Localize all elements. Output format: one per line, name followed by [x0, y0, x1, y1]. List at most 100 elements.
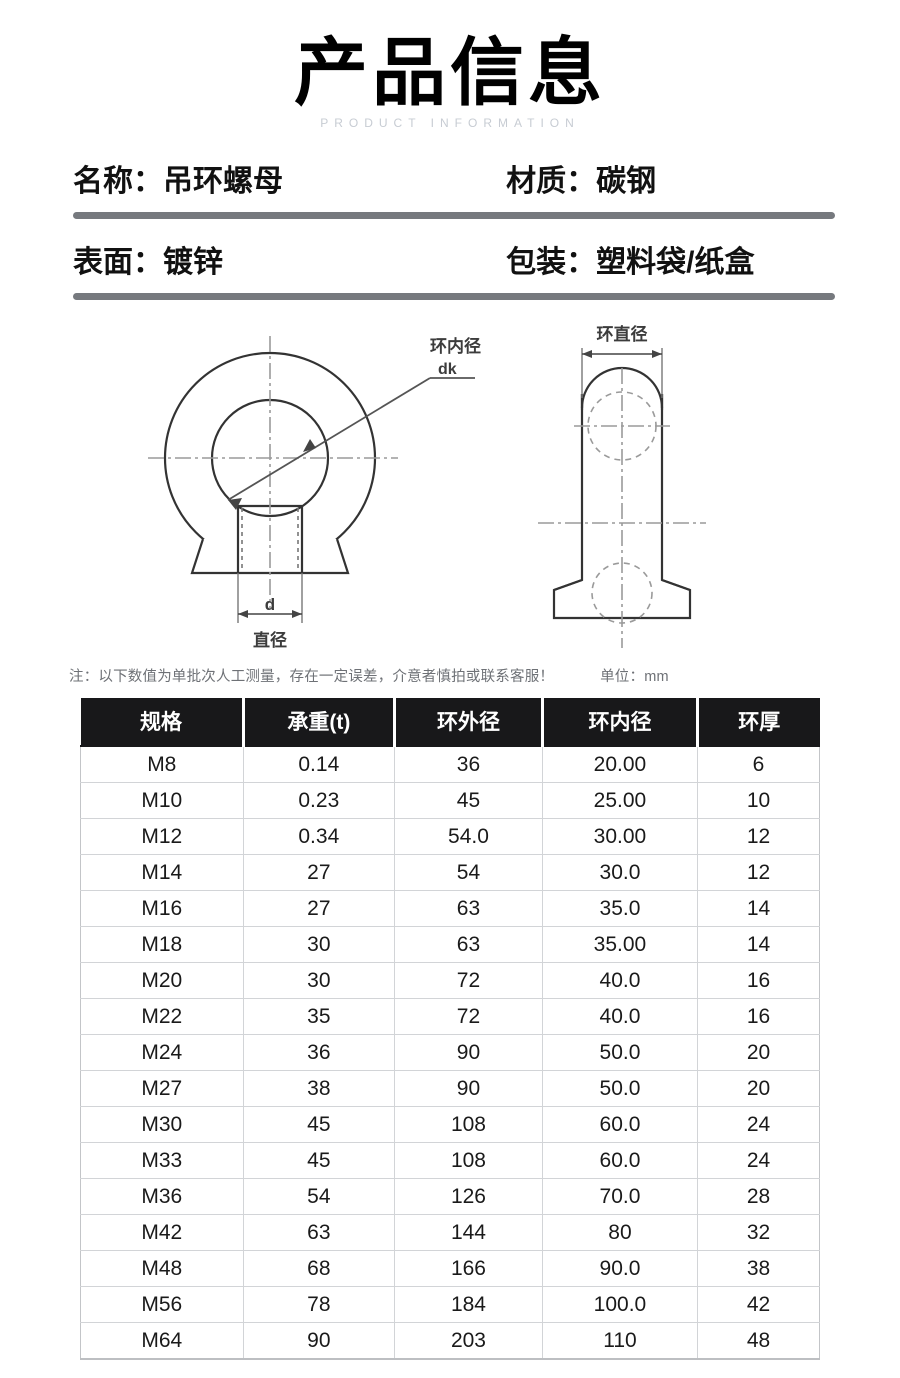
cell-ring-thick: 16: [697, 962, 820, 999]
cell-inner-diam: 90.0: [541, 1250, 699, 1287]
cell-ring-thick: 48: [697, 1322, 820, 1360]
d-symbol: d: [265, 595, 275, 614]
cell-outer-diam: 203: [394, 1322, 543, 1360]
cell-spec: M48: [80, 1250, 244, 1287]
cell-inner-diam: 110: [541, 1322, 699, 1360]
cell-ring-thick: 20: [697, 1034, 820, 1071]
cell-load: 90: [242, 1322, 396, 1360]
table-row: M10 0.23 45 25.00 10: [80, 782, 820, 819]
table-row: M22 35 72 40.0 16: [80, 998, 820, 1035]
cell-load: 30: [242, 926, 396, 963]
table-row: M12 0.34 54.0 30.00 12: [80, 818, 820, 855]
cell-inner-diam: 30.00: [541, 818, 699, 855]
cell-outer-diam: 166: [394, 1250, 543, 1287]
front-view-group: [163, 351, 377, 575]
table-body: M8 0.14 36 20.00 6 M10 0.23 45 25.00 10 M12 0.34 54.…: [80, 745, 820, 1360]
cell-outer-diam: 90: [394, 1034, 543, 1071]
cell-ring-thick: 14: [697, 926, 820, 963]
cell-ring-thick: 24: [697, 1142, 820, 1179]
measurement-note-row: 注：以下数值为单批次人工测量，存在一定误差，介意者慎拍或联系客服！ 单位：mm: [69, 665, 831, 686]
technical-diagram: 环内径 dk d 直径: [0, 318, 900, 663]
eye-nut-drawing-svg: 环内径 dk d 直径: [148, 324, 706, 650]
table-row: M18 30 63 35.00 14: [80, 926, 820, 963]
cell-inner-diam: 25.00: [541, 782, 699, 819]
cell-inner-diam: 35.00: [541, 926, 699, 963]
dk-arrow-head-inner: [228, 498, 242, 510]
base-taper-left: [553, 578, 583, 592]
cell-outer-diam: 54.0: [394, 818, 543, 855]
cell-spec: M24: [80, 1034, 244, 1071]
info-name: 名称：吊环螺母: [73, 165, 283, 198]
table-row: M27 38 90 50.0 20: [80, 1070, 820, 1107]
cell-inner-diam: 100.0: [541, 1286, 699, 1323]
measurement-note: 注：以下数值为单批次人工测量，存在一定误差，介意者慎拍或联系客服！: [69, 669, 555, 685]
cell-outer-diam: 144: [394, 1214, 543, 1251]
cell-outer-diam: 45: [394, 782, 543, 819]
dk-arrow-head-outer: [303, 439, 316, 452]
cell-outer-diam: 108: [394, 1142, 543, 1179]
ring-diameter-dimension: [581, 348, 663, 398]
table-row: M30 45 108 60.0 24: [80, 1106, 820, 1143]
cell-outer-diam: 54: [394, 854, 543, 891]
spec-table-container: 规格 承重(t) 环外径 环内径 环厚 M8 0.14 36 20.00 6 M10 0.2…: [80, 698, 820, 1360]
cell-spec: M10: [80, 782, 244, 819]
cell-spec: M22: [80, 998, 244, 1035]
cell-spec: M12: [80, 818, 244, 855]
table-row: M33 45 108 60.0 24: [80, 1142, 820, 1179]
info-row-2: 表面：镀锌 包装：塑料袋/纸盒: [55, 237, 845, 281]
cell-spec: M64: [80, 1322, 244, 1360]
cell-outer-diam: 36: [394, 745, 543, 783]
cell-load: 27: [242, 890, 396, 927]
dk-leader-line: [227, 377, 431, 501]
cell-load: 54: [242, 1178, 396, 1215]
front-view-centerlines: [148, 336, 398, 608]
inner-diameter-label: 环内径: [430, 336, 481, 356]
info-material: 材质：碳钢: [506, 165, 657, 198]
page-title: 产品信息: [294, 31, 606, 114]
cell-load: 30: [242, 962, 396, 999]
header-spec: 规格: [80, 698, 245, 747]
cell-inner-diam: 50.0: [541, 1034, 699, 1071]
cell-spec: M20: [80, 962, 244, 999]
cell-spec: M27: [80, 1070, 244, 1107]
cell-outer-diam: 63: [394, 890, 543, 927]
cell-spec: M30: [80, 1106, 244, 1143]
cell-load: 68: [242, 1250, 396, 1287]
cell-load: 0.14: [242, 745, 396, 783]
base-taper-right: [661, 578, 691, 592]
cell-inner-diam: 70.0: [541, 1178, 699, 1215]
page-header: 产品信息 PRODUCT INFORMATION: [0, 0, 900, 131]
cell-inner-diam: 50.0: [541, 1070, 699, 1107]
cell-ring-thick: 12: [697, 854, 820, 891]
header-load: 承重(t): [243, 698, 397, 747]
cell-load: 63: [242, 1214, 396, 1251]
specification-table: 规格 承重(t) 环外径 环内径 环厚 M8 0.14 36 20.00 6 M10 0.2…: [80, 698, 820, 1360]
table-header-row: 规格 承重(t) 环外径 环内径 环厚: [80, 698, 820, 747]
cell-ring-thick: 16: [697, 998, 820, 1035]
cell-ring-thick: 14: [697, 890, 820, 927]
cell-ring-thick: 28: [697, 1178, 820, 1215]
cell-outer-diam: 184: [394, 1286, 543, 1323]
cell-spec: M14: [80, 854, 244, 891]
cell-inner-diam: 60.0: [541, 1106, 699, 1143]
cell-outer-diam: 72: [394, 998, 543, 1035]
inner-diameter-callout: [227, 377, 475, 510]
ring-diameter-label: 环直径: [597, 324, 648, 344]
ring-dim-arrow-right: [652, 350, 662, 358]
cell-inner-diam: 80: [541, 1214, 699, 1251]
cell-load: 45: [242, 1106, 396, 1143]
cell-outer-diam: 126: [394, 1178, 543, 1215]
table-row: M8 0.14 36 20.00 6: [80, 745, 820, 783]
cell-inner-diam: 20.00: [541, 745, 699, 783]
cell-inner-diam: 30.0: [541, 854, 699, 891]
table-row: M16 27 63 35.0 14: [80, 890, 820, 927]
d-dimension-group: [237, 573, 303, 623]
cell-inner-diam: 35.0: [541, 890, 699, 927]
info-packing: 包装：塑料袋/纸盒: [506, 246, 755, 279]
cell-spec: M56: [80, 1286, 244, 1323]
page-subtitle: PRODUCT INFORMATION: [320, 116, 580, 130]
header-outer-diam: 环外径: [394, 698, 544, 747]
info-row-1: 名称：吊环螺母 材质：碳钢: [55, 156, 845, 200]
header-inner-diam: 环内径: [542, 698, 700, 747]
cell-spec: M18: [80, 926, 244, 963]
